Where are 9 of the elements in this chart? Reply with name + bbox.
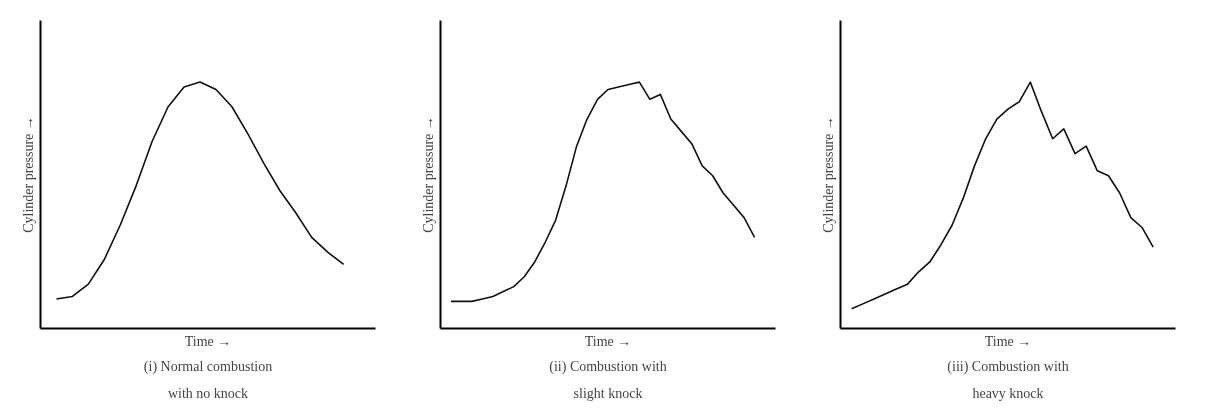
x-axis-title: Time → (584, 333, 632, 349)
text: (iii) Combustion with heavy knock (947, 358, 1069, 401)
y-axis-title: Cylinder pressure → (820, 116, 836, 233)
x-axis-title: Time → (984, 333, 1032, 349)
y-axis-title: Cylinder pressure → (20, 116, 36, 233)
text: (ii) Combustion with slight knock (549, 358, 667, 401)
y-axis-title: Cylinder pressure → (420, 116, 436, 233)
x-axis-title: Time → (184, 333, 232, 349)
text: (i) Normal combustion with no knock (143, 358, 273, 401)
